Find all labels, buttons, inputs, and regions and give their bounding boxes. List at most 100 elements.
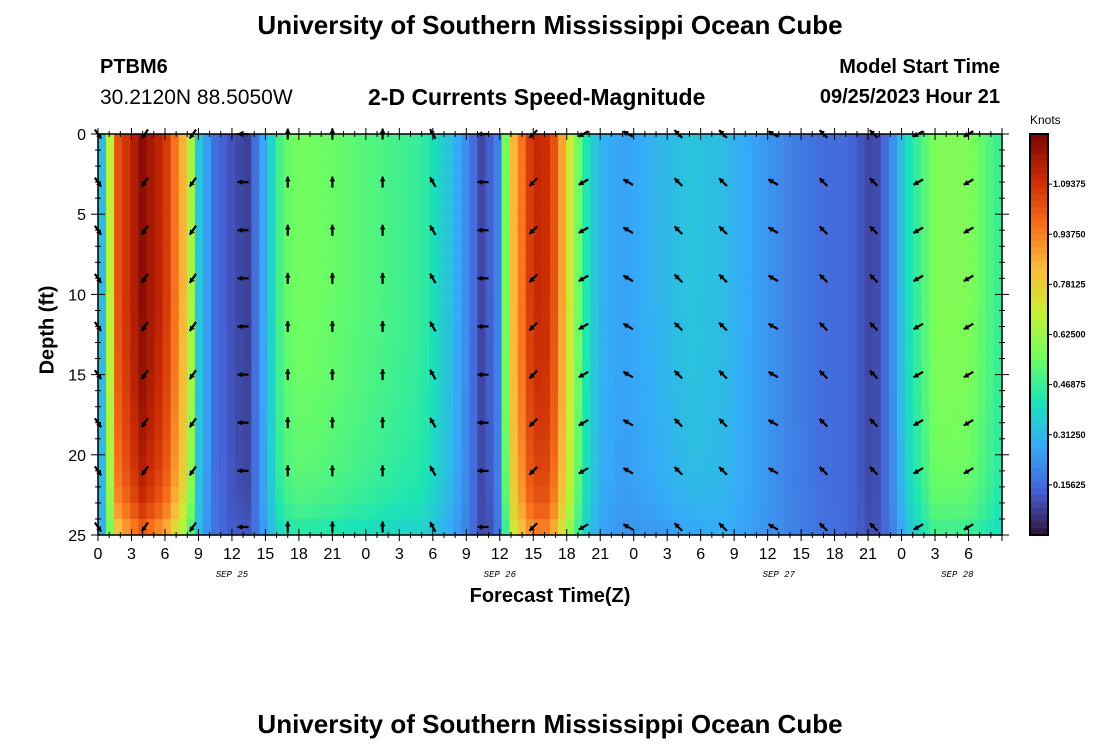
heatmap-cell — [735, 486, 745, 504]
heatmap-cell — [283, 326, 293, 344]
heatmap-cell — [235, 134, 244, 151]
current-arrow — [912, 419, 924, 427]
heatmap-cell — [945, 422, 955, 440]
heatmap-cell — [219, 518, 228, 536]
heatmap-cell — [453, 390, 462, 408]
heatmap-cell — [122, 406, 131, 424]
heatmap-cell — [630, 166, 640, 183]
current-arrow — [622, 226, 634, 234]
heatmap-cell — [969, 422, 979, 440]
heatmap-cell — [606, 454, 616, 472]
heatmap-cell — [913, 134, 922, 151]
heatmap-cell — [469, 502, 478, 520]
heatmap-cell — [913, 390, 922, 408]
heatmap-cell — [388, 518, 398, 536]
heatmap-cell — [767, 262, 777, 279]
heatmap-cell — [541, 262, 551, 279]
heatmap-cell — [412, 390, 422, 408]
heatmap-cell — [671, 518, 680, 536]
heatmap-cell — [679, 454, 688, 472]
heatmap-cell — [122, 262, 131, 279]
heatmap-cell — [743, 454, 753, 472]
heatmap-cell — [759, 310, 769, 328]
heatmap-cell — [606, 518, 616, 536]
heatmap-cell — [687, 390, 696, 408]
heatmap-cell — [469, 374, 478, 392]
heatmap-cell — [929, 310, 939, 328]
current-arrow — [429, 521, 437, 533]
current-arrow — [477, 524, 489, 530]
heatmap-cell — [695, 182, 704, 199]
heatmap-cell — [114, 198, 123, 215]
heatmap-cell — [759, 230, 769, 247]
heatmap-cell — [533, 214, 543, 231]
y-tick-label: 5 — [77, 207, 86, 224]
current-arrow — [767, 419, 779, 427]
heatmap-cell — [816, 278, 826, 295]
heatmap-cell — [380, 358, 390, 376]
heatmap-cell — [130, 502, 139, 520]
heatmap-cell — [388, 278, 398, 295]
heatmap-cell — [437, 438, 446, 456]
heatmap-cell — [856, 486, 866, 504]
heatmap-cell — [445, 390, 454, 408]
heatmap-cell — [880, 294, 890, 312]
heatmap-cell — [437, 454, 446, 472]
heatmap-cell — [993, 246, 1003, 263]
heatmap-cell — [905, 342, 914, 360]
colorbar-segment — [1030, 274, 1048, 282]
heatmap-cell — [985, 198, 995, 215]
heatmap-cell — [404, 182, 414, 199]
arrow-head — [819, 178, 825, 184]
heatmap-cell — [219, 198, 228, 215]
heatmap-cell — [501, 486, 511, 504]
current-arrow — [429, 465, 437, 477]
heatmap-cell — [792, 182, 801, 199]
heatmap-cell — [315, 470, 325, 488]
heatmap-cell — [824, 358, 834, 376]
heatmap-cell — [784, 374, 793, 392]
heatmap-cell — [493, 198, 503, 215]
heatmap-cell — [154, 454, 164, 472]
heatmap-cell — [654, 358, 664, 376]
heatmap-cell — [396, 454, 406, 472]
heatmap-cell — [517, 166, 527, 183]
heatmap-cell — [695, 198, 704, 215]
heatmap-cell — [808, 278, 817, 295]
heatmap-cell — [687, 422, 696, 440]
heatmap-cell — [146, 486, 156, 504]
heatmap-cell — [792, 294, 801, 312]
current-arrow — [237, 419, 249, 426]
heatmap-cell — [566, 198, 575, 215]
heatmap-cell — [243, 358, 252, 376]
current-arrow — [379, 224, 386, 236]
heatmap-cell — [162, 310, 172, 328]
heatmap-cell — [315, 406, 325, 424]
heatmap-cell — [654, 214, 664, 231]
heatmap-cell — [582, 166, 591, 183]
heatmap-cell — [929, 502, 939, 520]
arrow-head — [623, 467, 629, 473]
heatmap-cell — [872, 438, 882, 456]
heatmap-cell — [202, 518, 212, 536]
date-label: SEP 28 — [941, 570, 974, 580]
heatmap-cell — [509, 470, 519, 488]
heatmap-cell — [816, 134, 826, 151]
heatmap-cell — [122, 470, 131, 488]
heatmap-cell — [364, 358, 374, 376]
heatmap-cell — [356, 214, 365, 231]
heatmap-cell — [501, 422, 511, 440]
arrow-head — [477, 524, 483, 530]
heatmap-cell — [792, 374, 801, 392]
heatmap-cell — [743, 310, 753, 328]
heatmap-cell — [283, 454, 293, 472]
heatmap-cell — [372, 358, 382, 376]
heatmap-cell — [340, 486, 349, 504]
heatmap-cell — [114, 214, 123, 231]
heatmap-cell — [727, 310, 737, 328]
heatmap-cell — [993, 486, 1003, 504]
heatmap-cell — [114, 358, 123, 376]
heatmap-cell — [477, 230, 487, 247]
heatmap-cell — [356, 358, 365, 376]
heatmap-cell — [372, 406, 382, 424]
